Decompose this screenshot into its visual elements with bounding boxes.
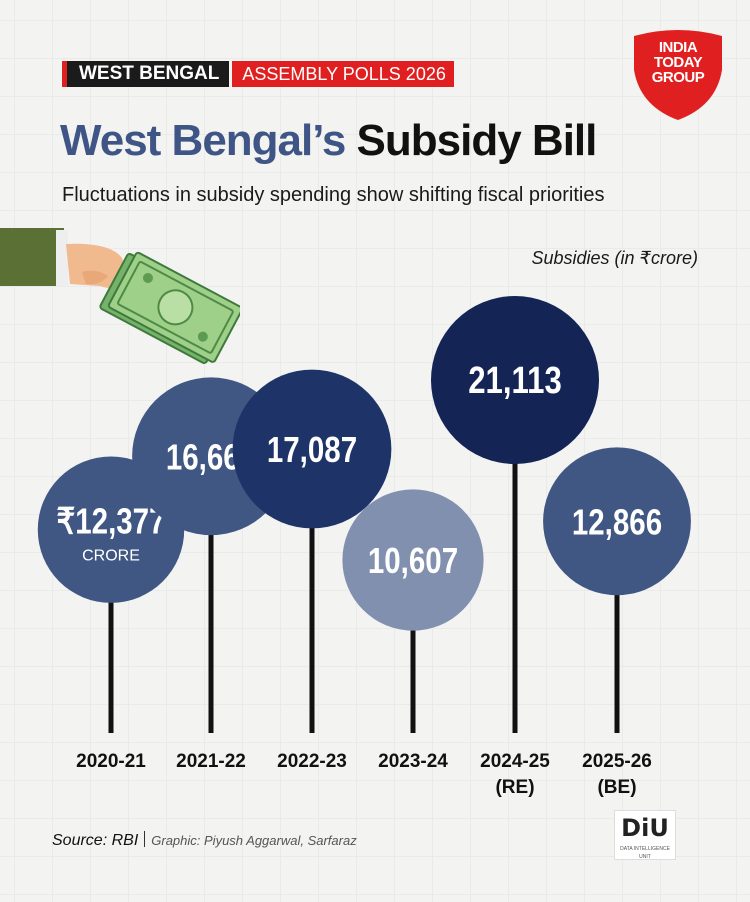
bubble-2 bbox=[232, 369, 392, 529]
subtitle: Fluctuations in subsidy spending show sh… bbox=[62, 184, 605, 206]
title-part-2: Subsidy Bill bbox=[356, 116, 598, 165]
bubble-3 bbox=[342, 489, 484, 631]
value-label-0: ₹12,377 bbox=[56, 501, 165, 541]
category-label-3: 2023-24 bbox=[378, 751, 448, 772]
section-tags: WEST BENGAL ASSEMBLY POLLS 2026 bbox=[62, 61, 454, 87]
category-label-4: 2024-25 bbox=[480, 751, 550, 772]
bubble-4 bbox=[431, 296, 599, 464]
footer-divider bbox=[144, 831, 146, 847]
tag-assembly-polls: ASSEMBLY POLLS 2026 bbox=[232, 61, 454, 87]
category-label-2: 2022-23 bbox=[277, 751, 347, 772]
page-title: West Bengal’s Subsidy Bill bbox=[60, 116, 598, 166]
bubble-5 bbox=[543, 447, 691, 596]
source-text: Source: RBI bbox=[52, 832, 139, 849]
tag-west-bengal: WEST BENGAL bbox=[62, 61, 230, 87]
credit-text: Graphic: Piyush Aggarwal, Sarfaraz bbox=[151, 833, 357, 848]
cash-hand-illustration bbox=[0, 228, 240, 364]
value-label-4: 21,113 bbox=[468, 360, 562, 402]
value-label-5: 12,866 bbox=[572, 501, 662, 541]
category-label-5: 2025-26 bbox=[582, 751, 652, 772]
india-today-logo: INDIA TODAY GROUP bbox=[630, 30, 726, 124]
category-label-0: 2020-21 bbox=[76, 751, 146, 772]
unit-label: Subsidies (in ₹crore) bbox=[531, 248, 698, 268]
category-label-1: 2021-22 bbox=[176, 751, 246, 772]
diu-badge: DiU DATA INTELLIGENCE UNIT bbox=[614, 810, 676, 860]
category-label-4-line2: (RE) bbox=[495, 777, 534, 798]
value-unit-label-0: CRORE bbox=[82, 548, 140, 565]
value-label-2: 17,087 bbox=[267, 429, 357, 469]
category-label-5-line2: (BE) bbox=[597, 777, 636, 798]
value-label-3: 10,607 bbox=[368, 540, 458, 580]
footer: Source: RBI Graphic: Piyush Aggarwal, Sar… bbox=[52, 831, 357, 850]
title-part-1: West Bengal’s bbox=[60, 116, 346, 165]
